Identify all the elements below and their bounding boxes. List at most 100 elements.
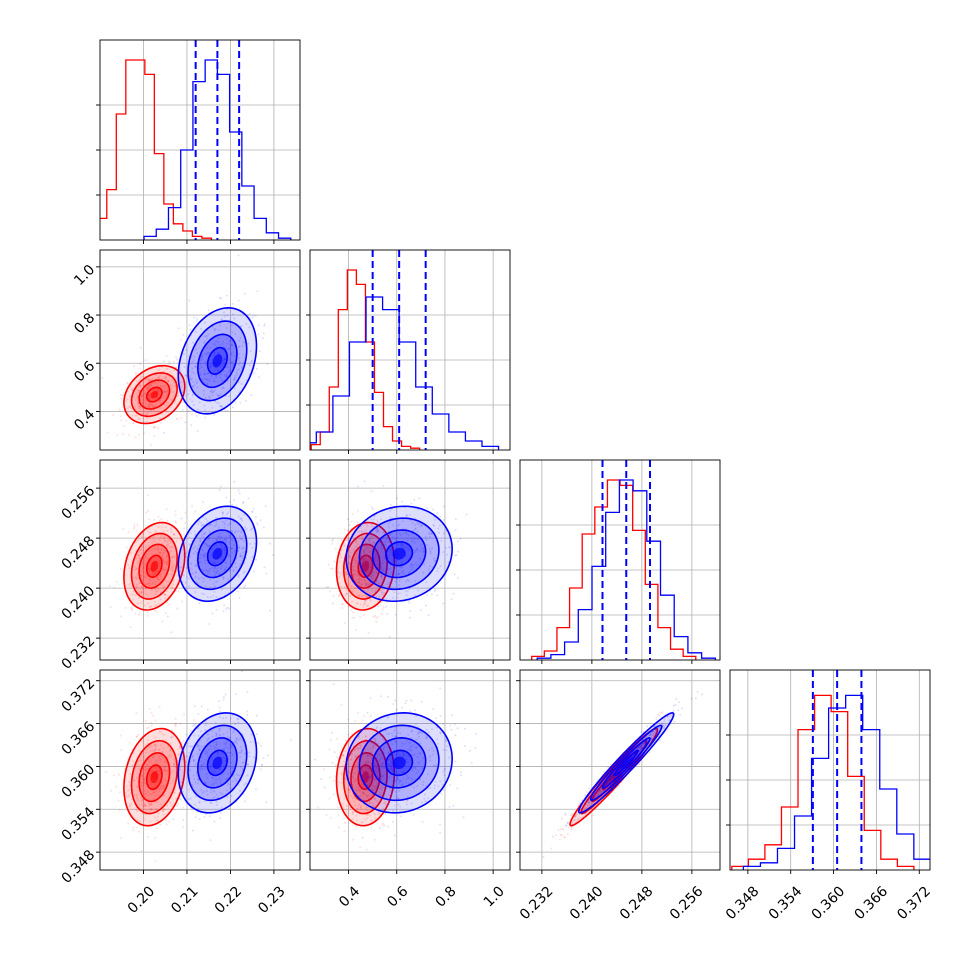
scatter-point — [353, 748, 356, 751]
scatter-point — [218, 716, 221, 719]
scatter-point — [238, 363, 241, 366]
scatter-point — [162, 561, 165, 564]
scatter-point — [182, 574, 185, 577]
scatter-point — [257, 324, 260, 327]
scatter-point — [571, 820, 574, 823]
scatter-point — [557, 828, 560, 831]
scatter-point — [364, 599, 367, 602]
scatter-point — [200, 524, 203, 527]
scatter-point — [174, 400, 177, 403]
scatter-point — [397, 524, 400, 527]
scatter-point — [391, 546, 394, 549]
scatter-point — [221, 386, 224, 389]
scatter-point — [200, 764, 203, 767]
scatter-point — [470, 761, 473, 764]
scatter-point — [142, 767, 145, 770]
scatter-point — [584, 807, 587, 810]
scatter-point — [163, 566, 166, 569]
scatter-point — [174, 545, 177, 548]
scatter-point — [169, 761, 172, 764]
scatter-point — [355, 814, 358, 817]
scatter-point — [562, 836, 565, 839]
scatter-point — [320, 777, 323, 780]
scatter-point — [264, 505, 267, 508]
scatter-point — [162, 747, 165, 750]
scatter-point — [175, 540, 178, 543]
scatter-point — [369, 575, 372, 578]
scatter-point — [206, 753, 209, 756]
scatter-point — [237, 489, 240, 492]
scatter-point — [178, 566, 181, 569]
scatter-point — [190, 370, 193, 373]
scatter-point — [414, 738, 417, 741]
scatter-point — [152, 406, 155, 409]
scatter-point — [228, 800, 231, 803]
y-tick-label: 0.354 — [59, 804, 99, 844]
scatter-point — [402, 777, 405, 780]
scatter-point — [433, 590, 436, 593]
scatter-point — [129, 792, 132, 795]
scatter-point — [165, 508, 168, 511]
scatter-point — [184, 421, 187, 424]
scatter-point — [410, 519, 413, 522]
scatter-point — [241, 551, 244, 554]
scatter-point — [229, 568, 232, 571]
scatter-point — [193, 384, 196, 387]
scatter-point — [331, 542, 334, 545]
scatter-point — [379, 518, 382, 521]
scatter-point — [353, 766, 356, 769]
scatter-point — [263, 323, 266, 326]
scatter-point — [212, 390, 215, 393]
scatter-point — [245, 322, 248, 325]
scatter-point — [426, 773, 429, 776]
scatter-point — [235, 371, 238, 374]
scatter-point — [361, 536, 364, 539]
contour-series-1 — [130, 532, 178, 600]
scatter-point — [127, 796, 130, 799]
scatter-point — [143, 563, 146, 566]
scatter-point — [348, 523, 351, 526]
scatter-point — [439, 564, 442, 567]
scatter-point — [257, 333, 260, 336]
scatter-point — [214, 328, 217, 331]
scatter-point — [361, 559, 364, 562]
scatter-point — [376, 742, 379, 745]
scatter-point — [419, 760, 422, 763]
scatter-point — [162, 586, 165, 589]
scatter-point — [149, 405, 152, 408]
scatter-point — [170, 568, 173, 571]
scatter-point — [161, 385, 164, 388]
scatter-point — [222, 539, 225, 542]
scatter-point — [386, 583, 389, 586]
scatter-point — [373, 737, 376, 740]
scatter-point — [238, 545, 241, 548]
scatter-point — [382, 764, 385, 767]
scatter-point — [228, 346, 231, 349]
scatter-point — [150, 744, 153, 747]
scatter-point — [154, 583, 157, 586]
scatter-point — [207, 537, 210, 540]
scatter-point — [164, 376, 167, 379]
scatter-point — [160, 526, 163, 529]
scatter-point — [185, 394, 188, 397]
scatter-point — [367, 767, 370, 770]
scatter-point — [177, 754, 180, 757]
scatter-point — [222, 311, 225, 314]
scatter-point — [232, 363, 235, 366]
scatter-point — [356, 521, 359, 524]
scatter-point — [173, 410, 176, 413]
scatter-point — [376, 559, 379, 562]
scatter-point — [208, 569, 211, 572]
scatter-point — [197, 713, 200, 716]
scatter-point — [641, 745, 644, 748]
scatter-point — [206, 544, 209, 547]
scatter-point — [261, 337, 264, 340]
scatter-point — [397, 572, 400, 575]
scatter-point — [181, 806, 184, 809]
scatter-point — [246, 763, 249, 766]
scatter-point — [362, 785, 365, 788]
scatter-point — [137, 379, 140, 382]
scatter-point — [251, 546, 254, 549]
scatter-point — [408, 748, 411, 751]
scatter-point — [148, 584, 151, 587]
